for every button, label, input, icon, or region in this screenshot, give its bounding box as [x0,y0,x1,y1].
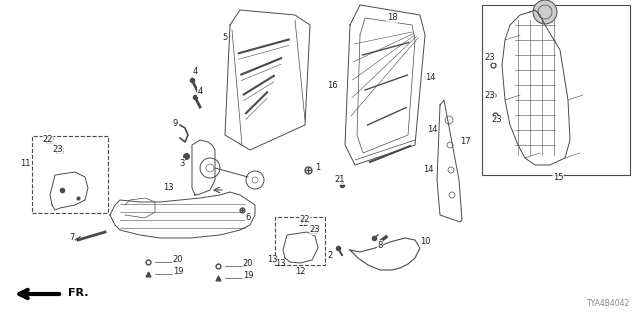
Text: 16: 16 [326,81,337,90]
Text: 19: 19 [243,271,253,281]
Text: 6: 6 [245,212,251,221]
Text: 22: 22 [43,135,53,145]
Text: 2: 2 [328,251,333,260]
Text: 23: 23 [54,147,65,156]
Text: 5: 5 [222,34,228,43]
Text: 12: 12 [295,268,305,276]
Text: 14: 14 [423,165,433,174]
Text: 13: 13 [267,255,277,265]
Text: 20: 20 [243,260,253,268]
Text: 13: 13 [163,182,173,191]
Text: 10: 10 [420,237,430,246]
Text: 3: 3 [179,158,185,167]
Text: 23: 23 [484,53,495,62]
Text: 17: 17 [460,138,470,147]
Text: 1: 1 [316,164,321,172]
Text: 23: 23 [484,91,495,100]
Bar [275,217,325,265]
Text: FR.: FR. [68,288,88,298]
Text: 19: 19 [173,268,183,276]
Bar [482,5,630,175]
Text: 18: 18 [387,13,397,22]
Text: 8: 8 [378,241,383,250]
Text: 23: 23 [310,226,320,235]
Text: 11: 11 [20,158,30,167]
Text: 23: 23 [492,116,502,124]
Text: 9: 9 [172,118,178,127]
Text: 22: 22 [45,137,55,146]
Text: TYA4B4042: TYA4B4042 [587,299,630,308]
Text: 22: 22 [299,219,309,228]
Text: 14: 14 [425,74,435,83]
Bar [32,136,108,213]
Circle shape [533,0,557,24]
Text: 23: 23 [308,228,319,236]
Text: 21: 21 [335,175,345,185]
Text: 20: 20 [173,255,183,265]
Text: 4: 4 [193,68,198,76]
Text: 23: 23 [52,146,63,155]
Text: 4: 4 [197,87,203,97]
Text: 7: 7 [69,234,75,243]
Text: 22: 22 [300,215,310,225]
Text: 13: 13 [275,259,285,268]
Text: 15: 15 [553,173,563,182]
Text: 14: 14 [427,125,437,134]
